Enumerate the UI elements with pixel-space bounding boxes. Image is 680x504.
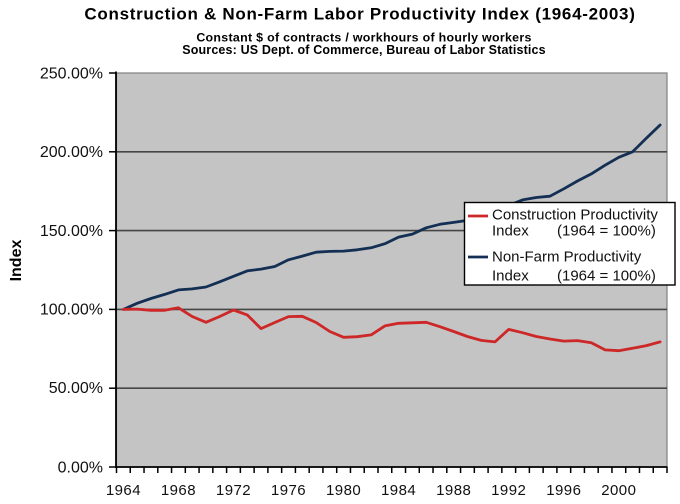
svg-text:Non-Farm Productivity: Non-Farm Productivity (492, 249, 642, 266)
svg-text:250.00%: 250.00% (40, 65, 103, 82)
svg-text:100.00%: 100.00% (40, 302, 103, 319)
svg-text:1972: 1972 (216, 482, 251, 499)
svg-text:2000: 2000 (601, 482, 636, 499)
svg-text:(1964 = 100%): (1964 = 100%) (557, 223, 656, 240)
svg-text:Sources: US Dept. of Commerce,: Sources: US Dept. of Commerce, Bureau of… (182, 43, 546, 57)
svg-text:1996: 1996 (546, 482, 581, 499)
svg-text:50.00%: 50.00% (49, 380, 103, 397)
svg-text:(1964 = 100%): (1964 = 100%) (557, 268, 656, 285)
svg-text:1968: 1968 (161, 482, 196, 499)
svg-text:Index: Index (8, 240, 25, 282)
svg-text:Index: Index (492, 223, 529, 240)
svg-text:Construction Productivity: Construction Productivity (492, 207, 658, 224)
svg-text:Index: Index (492, 268, 529, 285)
svg-text:150.00%: 150.00% (40, 223, 103, 240)
svg-text:1964: 1964 (106, 482, 141, 499)
svg-text:1976: 1976 (271, 482, 306, 499)
svg-text:1980: 1980 (326, 482, 361, 499)
svg-text:1988: 1988 (436, 482, 471, 499)
svg-text:1984: 1984 (381, 482, 416, 499)
svg-text:1992: 1992 (491, 482, 526, 499)
svg-text:Construction & Non-Farm Labor: Construction & Non-Farm Labor Productivi… (84, 4, 635, 23)
svg-text:200.00%: 200.00% (40, 144, 103, 161)
svg-text:Constant $ of contracts / work: Constant $ of contracts / workhours of h… (196, 30, 531, 44)
svg-text:0.00%: 0.00% (58, 460, 103, 477)
